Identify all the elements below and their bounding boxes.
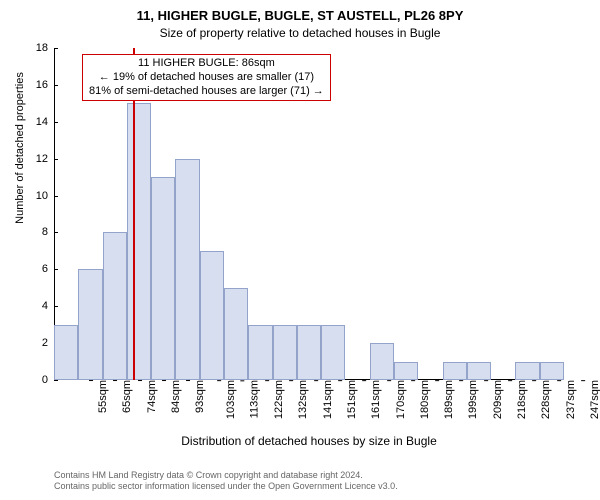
y-tick: 6 bbox=[42, 263, 54, 275]
x-tick: 103sqm bbox=[221, 380, 237, 419]
bar bbox=[103, 232, 127, 380]
bar bbox=[78, 269, 102, 380]
x-tick: 170sqm bbox=[391, 380, 407, 419]
annotation-line: 81% of semi-detached houses are larger (… bbox=[89, 85, 324, 99]
bar bbox=[127, 103, 151, 380]
bar bbox=[443, 362, 467, 380]
bar bbox=[200, 251, 224, 380]
x-tick: 74sqm bbox=[142, 380, 158, 413]
x-tick: 189sqm bbox=[439, 380, 455, 419]
bar bbox=[321, 325, 345, 380]
footer-line-1: Contains HM Land Registry data © Crown c… bbox=[54, 470, 398, 481]
x-tick: 65sqm bbox=[117, 380, 133, 413]
bar bbox=[224, 288, 248, 380]
bar bbox=[248, 325, 272, 380]
x-tick: 113sqm bbox=[244, 380, 260, 418]
bar bbox=[273, 325, 297, 380]
y-tick: 2 bbox=[42, 337, 54, 349]
annotation-box: 11 HIGHER BUGLE: 86sqm← 19% of detached … bbox=[82, 54, 331, 101]
y-tick: 4 bbox=[42, 300, 54, 312]
x-tick: 132sqm bbox=[294, 380, 310, 419]
x-tick: 209sqm bbox=[488, 380, 504, 419]
x-tick: 122sqm bbox=[269, 380, 285, 419]
y-tick: 16 bbox=[36, 79, 54, 91]
y-tick: 10 bbox=[36, 190, 54, 202]
bar bbox=[175, 159, 199, 380]
x-tick: 93sqm bbox=[190, 380, 206, 413]
bar bbox=[370, 343, 394, 380]
bar bbox=[467, 362, 491, 380]
x-tick: 237sqm bbox=[561, 380, 577, 419]
y-tick: 8 bbox=[42, 226, 54, 238]
footer-attribution: Contains HM Land Registry data © Crown c… bbox=[54, 470, 398, 492]
bar bbox=[297, 325, 321, 380]
x-axis-label: Distribution of detached houses by size … bbox=[54, 434, 564, 448]
bar bbox=[540, 362, 564, 380]
x-tick: 180sqm bbox=[415, 380, 431, 419]
x-tick: 84sqm bbox=[166, 380, 182, 413]
x-tick: 247sqm bbox=[585, 380, 600, 419]
x-tick: 228sqm bbox=[536, 380, 552, 419]
x-tick: 141sqm bbox=[318, 380, 334, 419]
chart-subtitle: Size of property relative to detached ho… bbox=[0, 26, 600, 40]
bar bbox=[394, 362, 418, 380]
annotation-line: ← 19% of detached houses are smaller (17… bbox=[89, 71, 324, 85]
bar bbox=[151, 177, 175, 380]
x-tick: 199sqm bbox=[464, 380, 480, 419]
x-tick: 161sqm bbox=[366, 380, 382, 419]
footer-line-2: Contains public sector information licen… bbox=[54, 481, 398, 492]
x-tick: 151sqm bbox=[342, 380, 358, 419]
bar bbox=[54, 325, 78, 380]
annotation-line: 11 HIGHER BUGLE: 86sqm bbox=[89, 57, 324, 71]
x-tick: 218sqm bbox=[512, 380, 528, 419]
y-tick: 12 bbox=[36, 153, 54, 165]
plot-area: 02468101214161855sqm65sqm74sqm84sqm93sqm… bbox=[54, 48, 564, 380]
chart-title: 11, HIGHER BUGLE, BUGLE, ST AUSTELL, PL2… bbox=[0, 8, 600, 23]
y-tick: 18 bbox=[36, 42, 54, 54]
y-tick: 14 bbox=[36, 116, 54, 128]
y-axis-label: Number of detached properties bbox=[14, 0, 26, 314]
y-tick: 0 bbox=[42, 374, 54, 386]
x-tick: 55sqm bbox=[93, 380, 109, 413]
bar bbox=[515, 362, 539, 380]
